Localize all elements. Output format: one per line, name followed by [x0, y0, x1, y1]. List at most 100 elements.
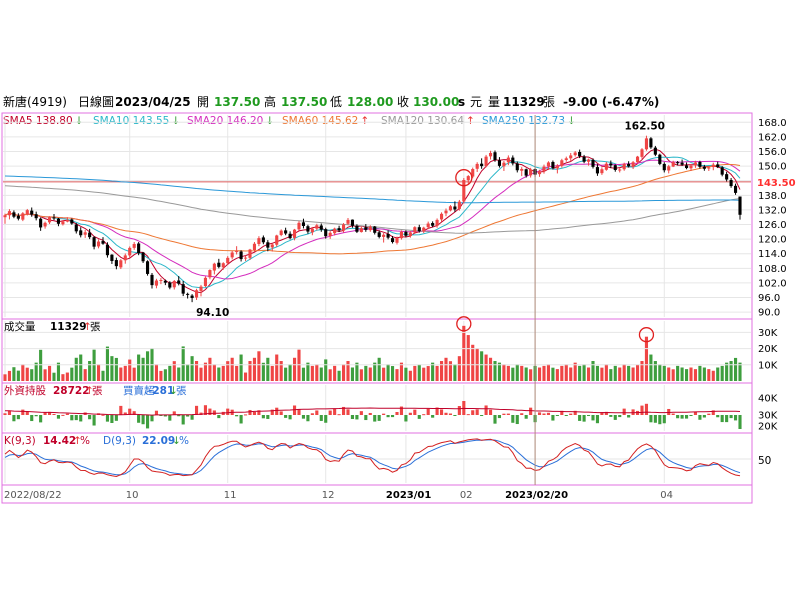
- volume-bar: [493, 361, 497, 381]
- volume-bar: [431, 362, 435, 381]
- netbuy-bar: [266, 415, 270, 419]
- candle-body: [466, 176, 470, 181]
- volume-bar: [350, 367, 355, 381]
- candle-body: [431, 223, 435, 226]
- netbuy-bar: [506, 413, 510, 415]
- down-arrow-icon: ↓: [171, 115, 180, 127]
- volume-bar: [88, 361, 92, 381]
- volume-bar: [716, 367, 720, 381]
- candle-body: [417, 227, 421, 232]
- volume-bar: [235, 365, 239, 381]
- volume-bar: [3, 374, 7, 381]
- netbuy-bar: [653, 415, 657, 423]
- candle-body: [7, 211, 12, 216]
- netbuy-bar: [578, 415, 582, 421]
- netbuy-value: -281: [148, 385, 174, 397]
- price-tick-label: 120.0: [758, 235, 787, 246]
- k-line: [4, 438, 741, 478]
- volume-tick-label: 30K: [758, 328, 778, 339]
- volume-bar: [297, 349, 301, 381]
- low-annotation: 94.10: [196, 307, 229, 319]
- down-arrow-icon: ↓: [567, 115, 576, 127]
- volume-bar: [239, 354, 243, 381]
- d-down-arrow-icon: ↓: [172, 435, 181, 447]
- price-tick-label: 162.0: [758, 132, 787, 143]
- netbuy-bar: [520, 413, 524, 415]
- candle-body: [733, 185, 738, 193]
- candle-body: [208, 270, 212, 278]
- netbuy-bar: [70, 415, 74, 421]
- volume-bar: [243, 372, 248, 381]
- volume-bar: [346, 361, 350, 381]
- volume-bar: [595, 365, 600, 381]
- up-arrow-icon: ↑: [466, 115, 475, 127]
- candle-body: [226, 257, 230, 264]
- candle-body: [586, 159, 591, 162]
- volume-bar: [248, 361, 252, 381]
- date-tick-label: 04: [660, 490, 673, 501]
- sma60-line: [4, 163, 741, 255]
- netbuy-bar: [275, 407, 279, 415]
- foreign-holding-line: [5, 407, 741, 416]
- netbuy-bar: [515, 415, 519, 425]
- candle-body: [471, 169, 475, 177]
- netbuy-bar: [252, 411, 257, 415]
- d-unit: %: [179, 435, 189, 447]
- candle-body: [3, 215, 7, 218]
- candle-body: [52, 217, 56, 219]
- volume-bar: [301, 367, 306, 381]
- netbuy-bar: [128, 408, 132, 415]
- candle-body: [279, 230, 283, 235]
- price-tick-label: 96.0: [758, 293, 780, 304]
- volume-bar: [159, 370, 163, 381]
- foreign-unit: 張: [92, 385, 103, 397]
- volume-bar: [79, 354, 83, 381]
- volume-bar: [564, 364, 568, 381]
- volume-bar: [25, 367, 29, 381]
- candle-body: [21, 213, 25, 220]
- netbuy-bar: [640, 405, 644, 415]
- d-line: [4, 439, 741, 476]
- candle-body: [47, 217, 52, 223]
- volume-bar: [733, 357, 738, 381]
- volume-bar: [551, 367, 555, 381]
- volume-bar: [56, 362, 61, 381]
- volume-bar: [217, 367, 221, 381]
- netbuy-bar: [676, 415, 680, 419]
- netbuy-bar: [333, 408, 337, 415]
- candle-body: [627, 163, 631, 167]
- netbuy-bar: [435, 407, 439, 415]
- netbuy-bar: [137, 415, 141, 423]
- volume-bar: [520, 365, 524, 381]
- volume-bar: [52, 372, 56, 381]
- volume-bar: [395, 369, 399, 381]
- netbuy-bar: [30, 415, 34, 422]
- date-tick-label: 2023/01: [386, 490, 431, 501]
- netbuy-bar: [671, 413, 675, 415]
- candle-body: [725, 174, 729, 180]
- price-panel-frame: [1, 112, 753, 320]
- candle-body: [506, 157, 510, 163]
- foreign-title: 外資持股: [4, 384, 46, 397]
- candle-body: [145, 261, 150, 274]
- netbuy-bar: [21, 409, 25, 415]
- netbuy-bar: [546, 412, 551, 415]
- candle-body: [609, 163, 613, 166]
- candle-body: [729, 179, 733, 187]
- volume-bar: [47, 365, 52, 381]
- volume-bar: [177, 367, 181, 381]
- candle-body: [288, 233, 292, 239]
- highlight-circle: [455, 169, 473, 187]
- netbuy-title: 買賣超: [123, 384, 155, 397]
- candle-body: [408, 232, 412, 236]
- candle-body: [43, 222, 47, 227]
- volume-bar: [208, 357, 212, 381]
- netbuy-bar: [337, 414, 341, 416]
- d-value: 22.09: [142, 435, 175, 447]
- volume-bar: [279, 361, 283, 381]
- volume-bar: [702, 367, 706, 381]
- candle-body: [676, 162, 680, 164]
- netbuy-bar: [555, 415, 559, 416]
- ma-legend-sma20: SMA20 146.20: [187, 115, 263, 127]
- candle-body: [591, 160, 595, 167]
